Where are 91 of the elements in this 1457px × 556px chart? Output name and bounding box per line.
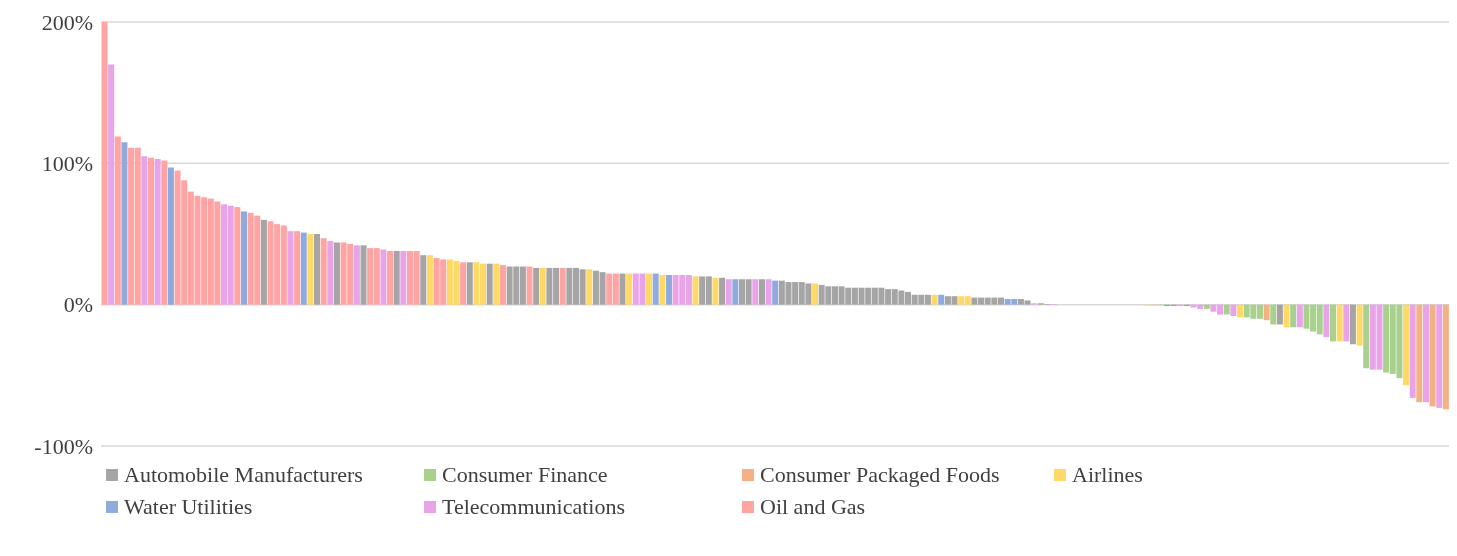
bar bbox=[659, 274, 666, 305]
bar bbox=[121, 142, 128, 305]
bar bbox=[154, 159, 161, 305]
bar bbox=[380, 249, 387, 305]
bar bbox=[466, 262, 473, 305]
bar bbox=[533, 267, 540, 305]
bar bbox=[1403, 304, 1410, 386]
bar bbox=[240, 211, 247, 305]
legend-label: Consumer Packaged Foods bbox=[760, 462, 1000, 488]
bar bbox=[1296, 304, 1303, 328]
bar bbox=[300, 232, 307, 305]
bar bbox=[1409, 304, 1416, 398]
bar bbox=[260, 219, 267, 305]
bar bbox=[1416, 304, 1423, 403]
legend-label: Water Utilities bbox=[124, 494, 253, 520]
bar bbox=[1336, 304, 1343, 342]
bar bbox=[559, 267, 566, 305]
legend-label: Automobile Manufacturers bbox=[124, 462, 363, 488]
bar bbox=[234, 207, 241, 305]
bar bbox=[1363, 304, 1370, 369]
bar bbox=[526, 266, 533, 305]
bar bbox=[101, 22, 108, 305]
bar bbox=[1230, 304, 1237, 316]
bar bbox=[1323, 304, 1330, 338]
bar bbox=[1349, 304, 1356, 345]
bar bbox=[1203, 304, 1210, 309]
bar bbox=[327, 241, 334, 305]
bar bbox=[758, 279, 765, 305]
bar bbox=[719, 277, 726, 305]
y-tick-label: 0% bbox=[63, 292, 93, 318]
bar bbox=[1429, 304, 1436, 407]
bar bbox=[420, 255, 427, 305]
bar bbox=[307, 234, 314, 305]
bar bbox=[114, 136, 121, 305]
bar bbox=[752, 279, 759, 305]
bar bbox=[692, 276, 699, 305]
bar bbox=[333, 242, 340, 305]
bar bbox=[1422, 304, 1429, 403]
bar bbox=[772, 280, 779, 305]
bar bbox=[353, 245, 360, 305]
bar bbox=[646, 273, 653, 305]
bar bbox=[1263, 304, 1270, 321]
y-tick-label: 100% bbox=[41, 151, 93, 177]
bar bbox=[360, 245, 367, 305]
bar bbox=[486, 263, 493, 305]
bar bbox=[539, 267, 546, 305]
bar bbox=[938, 294, 945, 305]
bar bbox=[732, 279, 739, 305]
bar bbox=[460, 262, 467, 305]
bar bbox=[626, 273, 633, 305]
bar bbox=[493, 263, 500, 305]
bar bbox=[314, 234, 321, 305]
bar bbox=[287, 231, 294, 305]
bar bbox=[426, 255, 433, 305]
bar bbox=[1330, 304, 1336, 342]
bar bbox=[320, 238, 327, 305]
bar bbox=[1343, 304, 1350, 342]
y-tick-label: 200% bbox=[41, 9, 93, 35]
legend-label: Airlines bbox=[1072, 462, 1143, 488]
bar bbox=[387, 250, 394, 305]
bar bbox=[665, 274, 672, 305]
bar bbox=[1270, 304, 1277, 325]
bar bbox=[931, 294, 938, 305]
bar bbox=[499, 265, 506, 305]
bar bbox=[1283, 304, 1290, 328]
bar bbox=[294, 231, 301, 305]
bar bbox=[141, 156, 148, 305]
bar bbox=[619, 273, 626, 305]
bar bbox=[1237, 304, 1244, 318]
bar bbox=[400, 250, 407, 305]
bar bbox=[1276, 304, 1283, 325]
bar bbox=[765, 279, 772, 305]
bar bbox=[1442, 304, 1449, 410]
bar bbox=[148, 157, 155, 305]
bar bbox=[712, 277, 719, 305]
bar bbox=[812, 283, 819, 305]
legend-label: Consumer Finance bbox=[442, 462, 608, 488]
bar bbox=[652, 273, 659, 305]
bar bbox=[1436, 304, 1443, 408]
bar bbox=[1290, 304, 1297, 328]
legend-label: Oil and Gas bbox=[760, 494, 866, 520]
bar bbox=[161, 160, 168, 305]
y-tick-label: -100% bbox=[34, 433, 93, 459]
bar bbox=[725, 279, 732, 305]
legend-label: Telecommunications bbox=[442, 494, 625, 520]
bar bbox=[1356, 304, 1363, 346]
bar bbox=[108, 64, 115, 305]
bar bbox=[1223, 304, 1230, 315]
bar bbox=[393, 250, 400, 305]
bar bbox=[586, 269, 593, 305]
bar bbox=[167, 167, 174, 305]
